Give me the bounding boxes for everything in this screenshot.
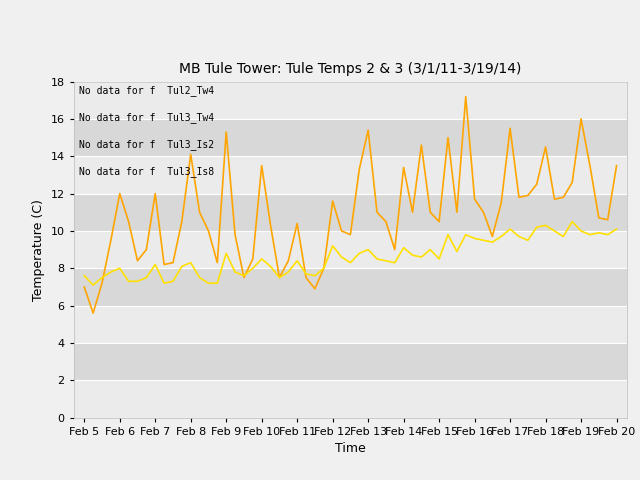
Bar	[74, 193, 627, 231]
X-axis label: Time: Time	[335, 442, 366, 455]
Text: No data for f  Tul3_Is2: No data for f Tul3_Is2	[79, 139, 214, 150]
Bar	[74, 380, 627, 418]
Title: MB Tule Tower: Tule Temps 2 & 3 (3/1/11-3/19/14): MB Tule Tower: Tule Temps 2 & 3 (3/1/11-…	[179, 62, 522, 76]
Text: No data for f  Tul2_Tw4: No data for f Tul2_Tw4	[79, 85, 214, 96]
Bar	[74, 343, 627, 380]
Bar	[74, 156, 627, 193]
Bar	[74, 119, 627, 156]
Bar	[74, 231, 627, 268]
Bar	[74, 306, 627, 343]
Text: No data for f  Tul3_Is8: No data for f Tul3_Is8	[79, 166, 214, 177]
Bar	[74, 268, 627, 306]
Y-axis label: Temperature (C): Temperature (C)	[32, 199, 45, 300]
Text: No data for f  Tul3_Tw4: No data for f Tul3_Tw4	[79, 112, 214, 123]
Bar	[74, 82, 627, 119]
